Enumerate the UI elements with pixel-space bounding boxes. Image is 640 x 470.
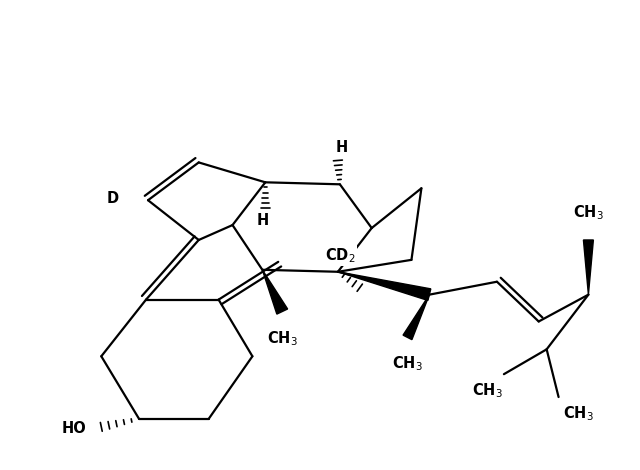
Polygon shape [262, 270, 287, 314]
Text: H: H [256, 213, 268, 228]
Text: CH$_3$: CH$_3$ [392, 354, 423, 373]
Text: H: H [336, 141, 348, 156]
Text: HO: HO [61, 421, 86, 436]
Text: CH$_3$: CH$_3$ [472, 382, 502, 400]
Text: CH$_3$: CH$_3$ [267, 329, 298, 348]
Text: CD$_2$: CD$_2$ [325, 247, 355, 265]
Text: CH$_3$: CH$_3$ [573, 204, 604, 222]
Polygon shape [403, 295, 429, 340]
Polygon shape [338, 272, 431, 300]
Text: D: D [107, 191, 119, 206]
Text: CH$_3$: CH$_3$ [563, 405, 594, 423]
Polygon shape [584, 240, 593, 295]
